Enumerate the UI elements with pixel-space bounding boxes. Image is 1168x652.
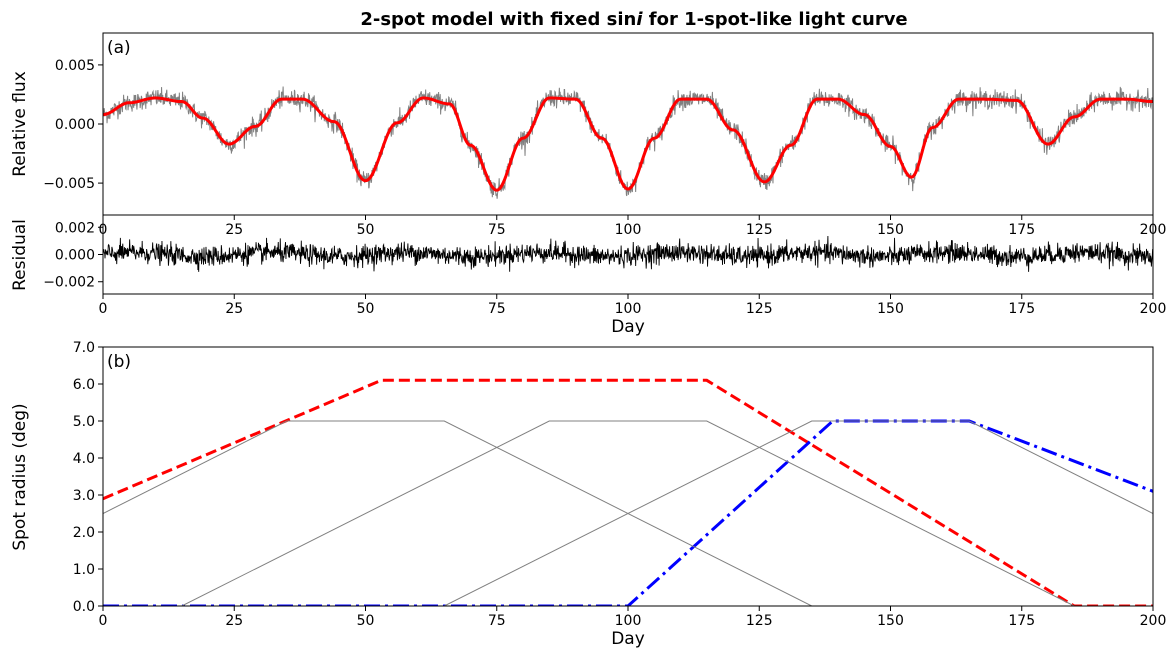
panel-label: (a) [107, 38, 131, 58]
x-tick-label: 200 [1140, 613, 1167, 629]
y-tick-label: 1.0 [73, 562, 95, 578]
x-tick-label: 175 [1008, 613, 1035, 629]
chart-title: 2-spot model with fixed sini for 1-spot-… [360, 9, 907, 30]
x-tick-label: 150 [877, 301, 904, 317]
x-tick-label: 125 [746, 222, 773, 238]
title-rest: for 1-spot-like light curve [642, 9, 907, 30]
series-model [103, 98, 1153, 190]
y-tick-label: 4.0 [73, 451, 95, 467]
y-tick-label: 6.0 [73, 377, 95, 393]
y-tick-label: 0.000 [55, 117, 95, 133]
x-tick-label: 100 [615, 222, 642, 238]
y-tick-label: 0.005 [55, 58, 95, 74]
axes-frame [103, 347, 1153, 606]
y-tick-label: 3.0 [73, 488, 95, 504]
y-axis-label: Spot radius (deg) [10, 403, 30, 550]
y-tick-label: −0.005 [43, 176, 95, 192]
x-axis-label: Day [611, 317, 645, 337]
x-tick-label: 100 [615, 613, 642, 629]
title-main: 2-spot model with fixed sin [360, 9, 636, 30]
series-residual [103, 236, 1153, 272]
x-tick-label: 75 [488, 613, 506, 629]
y-tick-label: 0.002 [55, 220, 95, 236]
panel-a-flux: 0 25 50 75 100 125 150 175 200−0.0050.0000.005Re… [10, 33, 1166, 238]
series-spot-1 [103, 380, 1153, 606]
y-tick-label: 2.0 [73, 525, 95, 541]
x-tick-label: 100 [615, 301, 642, 317]
x-tick-label: 50 [357, 613, 375, 629]
y-tick-label: −0.002 [43, 275, 95, 291]
panel-residual: 0 25 50 75 100 125 150 175 200 −0.002 0.000 0.002 Re… [10, 215, 1166, 337]
plot-area [103, 380, 1153, 606]
series-grey-3 [444, 421, 1153, 606]
x-axis-label: Day [611, 629, 645, 649]
x-tick-label: 175 [1008, 301, 1035, 317]
series-observed [103, 87, 1153, 199]
x-tick-label: 0 [99, 613, 108, 629]
x-tick-label: 0 [99, 301, 108, 317]
y-axis-label: Residual [10, 219, 30, 291]
series-grey-1 [103, 421, 812, 606]
x-tick-label: 25 [225, 301, 243, 317]
x-tick-label: 125 [746, 613, 773, 629]
x-tick-label: 25 [225, 613, 243, 629]
x-tick-label: 175 [1008, 222, 1035, 238]
x-tick-label: 50 [357, 222, 375, 238]
plot-area [103, 236, 1153, 272]
panel-b-spot-radius: 0 25 50 75 100 125 150 175 200 0.0 1.0 2.0 3.0 4.0 5.0… [10, 340, 1166, 649]
x-tick-label: 50 [357, 301, 375, 317]
y-tick-label: 5.0 [73, 414, 95, 430]
panel-label: (b) [107, 352, 131, 372]
y-tick-label: 7.0 [73, 340, 95, 356]
x-tick-label: 125 [746, 301, 773, 317]
plot-area [103, 87, 1153, 199]
x-tick-label: 75 [488, 301, 506, 317]
x-tick-label: 200 [1140, 301, 1167, 317]
y-tick-label: 0.0 [73, 599, 95, 615]
x-tick-label: 150 [877, 613, 904, 629]
y-axis-label: Relative flux [10, 71, 30, 177]
x-tick-label: 25 [225, 222, 243, 238]
y-tick-label: 0.000 [55, 248, 95, 264]
x-tick-label: 150 [877, 222, 904, 238]
x-tick-label: 75 [488, 222, 506, 238]
